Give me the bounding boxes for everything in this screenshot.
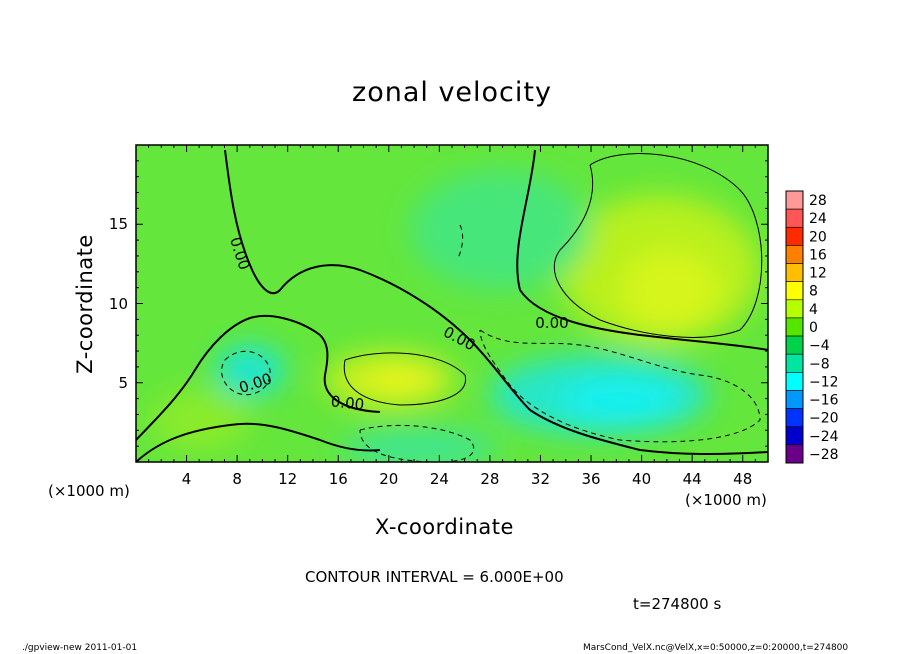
colorbar-segment (785, 263, 804, 282)
y-tick-label: 10 (108, 294, 128, 313)
x-tick-label: 8 (232, 470, 242, 488)
x-unit-note-left: (×1000 m) (48, 482, 130, 500)
contour-label: 0.00 (330, 392, 365, 413)
colorbar-segment (785, 335, 804, 355)
colorbar-label: 28 (809, 193, 827, 209)
colorbar-label: −24 (809, 429, 839, 445)
contour-negative-lines (221, 224, 761, 462)
colorbar-label: −4 (809, 338, 830, 354)
field-region-bottom-band (340, 430, 500, 462)
colorbar-segment (785, 299, 804, 319)
x-tick-label: 4 (181, 470, 192, 488)
contour-zero-bottom (136, 422, 381, 462)
x-tick-label: 48 (733, 470, 753, 488)
colorbar-segment (785, 190, 804, 210)
footer-right: MarsCond_VelX.nc@VelX,x=0:50000,z=0:2000… (583, 643, 849, 653)
field-region-lower-left (150, 390, 250, 450)
colorbar-segment (785, 245, 804, 264)
colorbar-label: 24 (809, 211, 827, 227)
footer-left: ./gpview-new 2011-01-01 (22, 643, 138, 653)
contour-zero-right (516, 149, 768, 351)
colorbar-segment (785, 208, 804, 228)
field-region-left-pocket (215, 345, 285, 395)
contour-negative-streak (457, 224, 464, 259)
field-region-jet-core (620, 250, 720, 330)
x-tick-label: 32 (530, 470, 551, 488)
contour-positive-lines (343, 153, 763, 406)
colorbar-label: 16 (809, 247, 827, 263)
colorbar-label: 8 (809, 284, 818, 300)
contour-positive-lobe (343, 352, 466, 406)
heatmap-field (136, 145, 768, 462)
colorbar-segment (785, 226, 804, 246)
x-tick-label: 44 (682, 470, 702, 488)
colorbar-segment (785, 390, 804, 409)
colorbar-segment (785, 444, 804, 464)
colorbar-label: 0 (809, 320, 818, 336)
x-unit-note-right: (×1000 m) (685, 491, 767, 509)
colorbar-segment (785, 281, 804, 301)
colorbar-segment (785, 317, 804, 337)
colorbar-segment (785, 408, 804, 428)
colorbar-label: −8 (809, 356, 830, 372)
colorbar-segment (785, 372, 804, 391)
contour-zero-main (224, 149, 768, 456)
contour-interval-text: CONTOUR INTERVAL = 6.000E+00 (305, 568, 564, 586)
y-tick-label: 5 (118, 373, 128, 392)
colorbar: 28 24 20 16 12 8 4 0 −4 −8 −12 −16 −20 −24 −28 (785, 190, 839, 464)
colorbar-label: −12 (809, 374, 839, 390)
colorbar-label: 20 (809, 229, 827, 245)
x-tick-label: 40 (632, 470, 652, 488)
axis-ticks (136, 145, 768, 462)
colorbar-segment (785, 426, 804, 446)
colorbar-label: 12 (809, 266, 827, 282)
field-region-mid-core (365, 365, 435, 395)
colorbar-label: −28 (809, 447, 839, 463)
x-tick-label: 16 (328, 470, 348, 488)
chart-title: zonal velocity (352, 77, 552, 108)
x-tick-label: 28 (480, 470, 500, 488)
colorbar-label: −20 (809, 411, 839, 427)
x-axis-title: X-coordinate (375, 515, 514, 539)
time-text: t=274800 s (633, 595, 722, 613)
y-tick-label: 15 (108, 215, 128, 234)
colorbar-frame (785, 190, 804, 464)
colorbar-segment (785, 353, 804, 373)
contour-label: 0.00 (535, 314, 568, 332)
contour-negative-core (479, 329, 761, 443)
x-tick-label: 36 (581, 470, 601, 488)
colorbar-label: 4 (809, 302, 818, 318)
x-tick-label: 12 (278, 470, 298, 488)
x-tick-label: 24 (429, 470, 449, 488)
contour-negative-bottom (359, 424, 475, 462)
contour-positive-jet (553, 153, 763, 338)
colorbar-label: −16 (809, 393, 839, 409)
x-tick-label: 20 (379, 470, 399, 488)
contour-zero-left (136, 314, 381, 441)
contour-zero-lines (136, 149, 768, 462)
field-region-upper-mid (410, 170, 590, 290)
field-region-negative-core (560, 378, 680, 422)
